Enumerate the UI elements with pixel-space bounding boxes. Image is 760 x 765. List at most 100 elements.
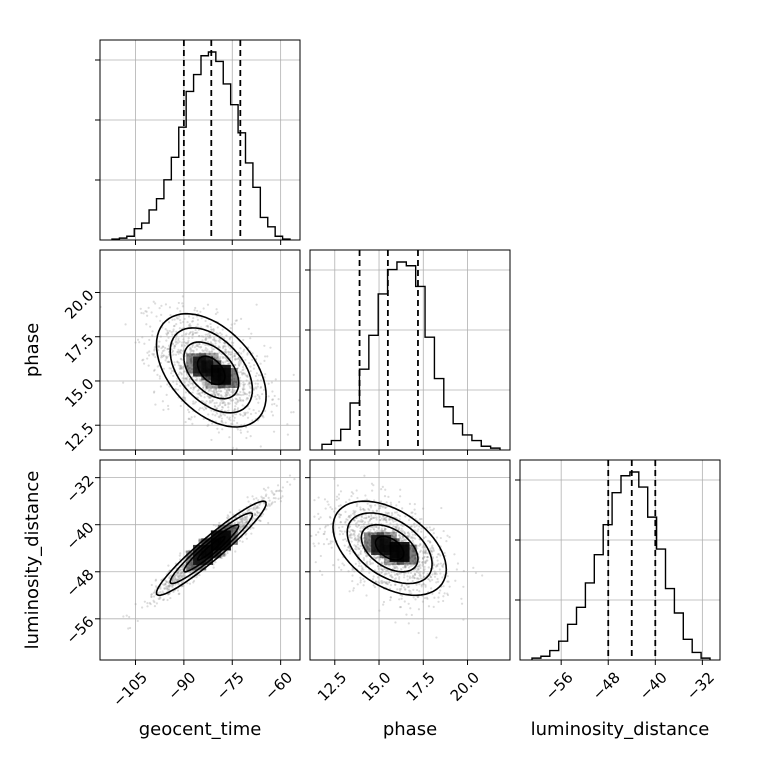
- sample-point: [179, 310, 182, 313]
- sample-point: [255, 514, 259, 517]
- sample-point: [399, 605, 403, 609]
- sample-point: [369, 534, 372, 537]
- sample-point: [387, 512, 391, 515]
- sample-point: [231, 446, 235, 449]
- sample-point: [241, 540, 244, 543]
- sample-point: [236, 398, 239, 402]
- sample-point: [374, 530, 377, 534]
- sample-point: [177, 301, 180, 305]
- sample-point: [394, 534, 397, 537]
- sample-point: [371, 516, 375, 519]
- sample-point: [377, 527, 380, 530]
- sample-point: [398, 534, 401, 537]
- sample-point: [348, 534, 352, 537]
- sample-point: [410, 525, 413, 528]
- sample-point: [481, 574, 484, 577]
- sample-point: [170, 369, 174, 373]
- sample-point: [238, 522, 241, 525]
- sample-point: [171, 333, 174, 336]
- sample-point: [426, 552, 429, 555]
- sample-point: [280, 490, 283, 493]
- sample-point: [190, 564, 193, 567]
- sample-point: [152, 353, 155, 356]
- sample-point: [196, 392, 199, 395]
- sample-point: [394, 577, 398, 580]
- sample-point: [417, 564, 420, 568]
- sample-point: [209, 396, 212, 399]
- sample-point: [239, 370, 242, 374]
- sample-point: [189, 382, 192, 385]
- sample-point: [409, 607, 412, 610]
- sample-point: [229, 353, 232, 356]
- sample-point: [241, 526, 244, 529]
- sample-point: [411, 576, 414, 579]
- sample-point: [422, 544, 425, 547]
- sample-point: [385, 581, 388, 585]
- sample-point: [244, 374, 247, 377]
- sample-point: [162, 354, 165, 357]
- sample-point: [413, 508, 416, 511]
- sample-point: [238, 396, 241, 400]
- sample-point: [189, 346, 192, 349]
- sample-point: [408, 592, 411, 595]
- sample-point: [159, 319, 162, 322]
- sample-point: [279, 496, 282, 500]
- sample-point: [181, 580, 184, 583]
- sample-point: [207, 423, 210, 426]
- sample-point: [286, 540, 288, 542]
- sample-point: [188, 355, 191, 358]
- sample-point: [367, 507, 370, 511]
- sample-point: [234, 516, 237, 519]
- sample-point: [324, 507, 327, 510]
- sample-point: [425, 549, 428, 552]
- sample-point: [352, 529, 355, 532]
- sample-point: [374, 580, 377, 583]
- sample-point: [252, 506, 256, 509]
- sample-point: [334, 507, 337, 510]
- sample-point: [323, 532, 326, 535]
- sample-point: [337, 493, 341, 496]
- sample-point: [238, 393, 241, 396]
- sample-point: [227, 353, 230, 356]
- sample-point: [171, 318, 174, 321]
- sample-point: [226, 514, 229, 517]
- sample-point: [318, 569, 322, 573]
- sample-point: [404, 564, 407, 568]
- panel-frame: [99, 39, 301, 241]
- sample-point: [421, 564, 424, 567]
- sample-point: [227, 389, 231, 392]
- sample-point: [188, 324, 191, 328]
- sample-point: [180, 565, 184, 569]
- sample-point: [174, 575, 177, 579]
- sample-point: [165, 580, 168, 583]
- sample-point: [165, 393, 168, 396]
- sample-point: [232, 389, 235, 393]
- sample-point: [336, 484, 340, 487]
- sample-point: [255, 303, 258, 306]
- sample-point: [446, 580, 449, 583]
- sample-point: [177, 339, 180, 342]
- sample-point: [200, 394, 203, 398]
- sample-point: [158, 597, 161, 601]
- sample-point: [198, 378, 201, 381]
- y-tick-label: 12.5: [61, 419, 97, 455]
- sample-point: [305, 490, 307, 492]
- sample-point: [309, 450, 311, 452]
- sample-point: [124, 323, 127, 326]
- sample-point: [371, 489, 374, 492]
- sample-point: [221, 406, 225, 409]
- sample-point: [190, 353, 193, 356]
- sample-point: [393, 530, 396, 533]
- sample-point: [204, 382, 207, 385]
- sample-point: [286, 433, 290, 436]
- sample-point: [384, 582, 387, 585]
- sample-point: [234, 389, 237, 392]
- sample-point: [423, 555, 426, 558]
- sample-point: [237, 521, 241, 524]
- sample-point: [122, 615, 125, 618]
- sample-point: [222, 341, 226, 344]
- sample-point: [257, 506, 260, 509]
- sample-point: [353, 538, 356, 541]
- sample-point: [255, 510, 259, 513]
- y-tick-label: −32: [62, 471, 97, 506]
